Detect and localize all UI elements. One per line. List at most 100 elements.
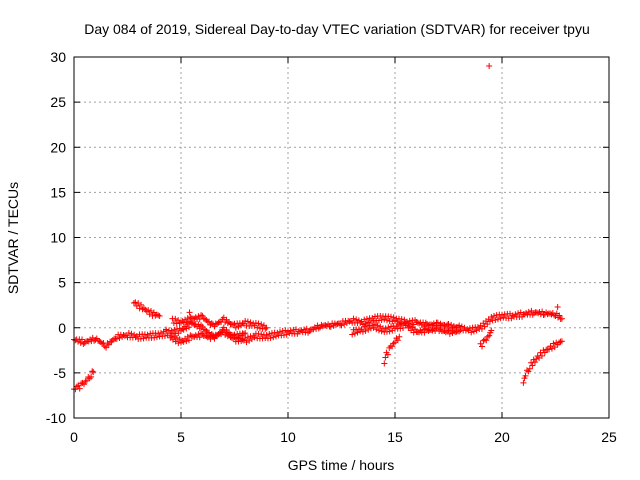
data-point (535, 310, 542, 317)
data-point (132, 299, 139, 306)
data-point (547, 310, 554, 317)
data-point (240, 330, 247, 337)
data-point (211, 335, 218, 342)
series-mid-band (349, 320, 463, 338)
data-point (180, 338, 187, 345)
x-tick-label: 0 (70, 429, 78, 445)
data-point (422, 319, 429, 326)
x-tick-labels: 0 5 10 15 20 25 (70, 429, 617, 445)
data-point (522, 372, 529, 379)
data-point (361, 323, 368, 330)
data-point (168, 333, 175, 340)
series-main-band (71, 307, 565, 351)
data-point (99, 340, 106, 347)
data-point (144, 331, 151, 338)
data-point (327, 323, 334, 330)
data-point (499, 311, 505, 318)
data-point (390, 314, 397, 321)
data-point (488, 313, 495, 320)
data-point (231, 331, 238, 338)
data-point (483, 337, 490, 344)
data-point (79, 336, 86, 343)
data-point (346, 318, 353, 325)
data-point (389, 343, 396, 350)
data-point (446, 330, 453, 337)
data-point (171, 326, 178, 333)
data-point (361, 316, 368, 323)
data-point (484, 333, 491, 340)
data-point (338, 322, 345, 329)
data-point (384, 351, 391, 358)
data-point (353, 316, 360, 323)
data-point (266, 330, 273, 337)
data-point (468, 329, 475, 336)
data-point (412, 326, 419, 333)
data-point (86, 375, 93, 382)
data-point (385, 324, 392, 331)
data-point (301, 326, 308, 333)
data-point (541, 349, 548, 356)
data-point (558, 338, 565, 345)
data-point (276, 328, 283, 335)
data-point (409, 324, 416, 331)
data-point (244, 334, 251, 341)
data-point (133, 332, 140, 339)
data-point (138, 301, 145, 308)
data-point (180, 326, 187, 333)
data-point (272, 333, 279, 340)
data-point (386, 328, 393, 335)
data-point (350, 315, 357, 322)
data-points (71, 63, 565, 393)
data-point (371, 321, 378, 328)
data-point (247, 319, 254, 326)
data-point (421, 329, 428, 336)
x-tick-label: 25 (601, 429, 617, 445)
data-point (525, 308, 532, 315)
data-point (363, 315, 370, 322)
data-point (268, 330, 275, 337)
data-point (89, 368, 96, 375)
data-point (116, 335, 123, 342)
data-point (199, 323, 206, 330)
data-point (378, 328, 385, 335)
data-point (183, 338, 190, 345)
data-point (153, 311, 160, 318)
data-point (349, 331, 356, 338)
data-point (538, 352, 545, 359)
y-tick-label: 25 (50, 94, 66, 110)
data-point (481, 336, 488, 343)
data-point (497, 315, 504, 322)
data-point (262, 325, 269, 332)
data-point (171, 333, 178, 340)
data-point (187, 313, 194, 320)
data-point (104, 340, 111, 347)
data-point (410, 329, 417, 336)
data-point (486, 332, 493, 339)
data-point (486, 63, 493, 70)
data-point (354, 329, 361, 336)
y-tick-labels: -10 -5 0 5 10 15 20 25 30 (46, 49, 66, 426)
data-point (274, 329, 281, 336)
data-point (473, 327, 480, 334)
data-point (267, 334, 274, 341)
x-axis-label: GPS time / hours (288, 457, 395, 473)
data-point (80, 340, 87, 347)
data-point (369, 322, 376, 329)
data-point (481, 323, 488, 330)
data-point (484, 321, 491, 328)
data-point (155, 312, 162, 319)
data-point (101, 343, 108, 350)
series-outliers (163, 63, 561, 333)
data-point (526, 365, 533, 372)
data-point (558, 315, 565, 322)
data-point (187, 332, 194, 339)
data-point (151, 334, 158, 341)
data-point (525, 368, 532, 375)
x-tick-label: 5 (177, 429, 185, 445)
data-point (96, 338, 103, 345)
data-point (456, 322, 463, 329)
data-point (156, 313, 163, 320)
data-point (428, 326, 435, 333)
data-point (464, 326, 471, 333)
